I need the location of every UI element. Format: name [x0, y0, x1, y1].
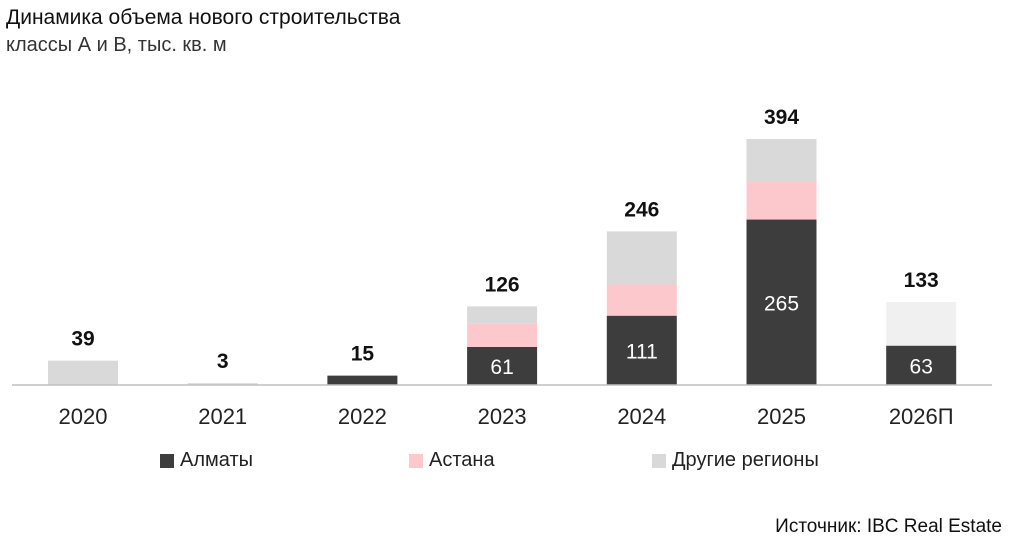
bar-segment-other-regions-2025	[746, 139, 817, 183]
bar-segment-astana-2024	[606, 284, 677, 316]
bar-total-label-2025: 394	[764, 106, 799, 129]
bar-value-label-almaty-2023: 61	[490, 356, 513, 379]
bar-segment-almaty-2026П	[886, 345, 957, 385]
bar-total-label-2021: 3	[217, 350, 229, 373]
x-tick-label-2020: 2020	[59, 404, 108, 429]
bar-segment-other-regions-2021	[187, 383, 258, 385]
bar-segment-almaty-2022	[327, 375, 398, 385]
x-tick-label-2021: 2021	[198, 404, 247, 429]
bar-total-label-2023: 126	[485, 273, 520, 296]
legend-label-almaty: Алматы	[180, 449, 253, 471]
bar-segment-other-regions-2024	[606, 231, 677, 285]
bar-total-label-2022: 15	[351, 343, 375, 366]
source-note: Источник: IBC Real Estate	[775, 516, 1002, 537]
legend-item-astana: Астана	[409, 449, 495, 472]
legend-label-other-regions: Другие регионы	[672, 449, 819, 471]
legend-swatch-almaty	[160, 453, 174, 468]
bar-value-label-almaty-2026П: 63	[910, 355, 933, 378]
bar-segment-other-regions-2020	[48, 360, 118, 385]
bar-segment-astana-2025	[746, 182, 817, 220]
legend-swatch-astana	[409, 453, 423, 468]
legend-swatch-other-regions	[652, 453, 666, 468]
bar-segment-astana-2023	[467, 323, 538, 347]
bar-segment-other-regions-2026П	[886, 301, 957, 346]
chart-legend: Алматы Астана Другие регионы	[0, 449, 1012, 473]
bar-value-label-almaty-2025: 265	[764, 292, 799, 315]
bar-segment-almaty-2024	[606, 315, 677, 385]
x-tick-label-2026П: 2026П	[889, 404, 954, 429]
bar-total-label-2026П: 133	[904, 269, 939, 292]
x-tick-label-2024: 2024	[617, 404, 666, 429]
x-tick-label-2023: 2023	[478, 404, 527, 429]
stacked-bar-chart: 39 2020 3 2021 15 2022 61 126 2023 111 246 2024 265 3…	[12, 106, 992, 429]
bar-segment-other-regions-2023	[467, 306, 538, 324]
legend-label-astana: Астана	[429, 449, 495, 471]
bar-segment-almaty-2023	[467, 346, 538, 385]
bar-segment-almaty-2025	[746, 219, 817, 385]
bar-total-label-2020: 39	[71, 328, 94, 351]
bar-total-label-2024: 246	[624, 198, 659, 221]
legend-item-almaty: Алматы	[160, 449, 253, 472]
x-tick-label-2022: 2022	[338, 404, 387, 429]
chart-title: Динамика объема нового строительства	[6, 6, 401, 29]
chart-subtitle: классы А и В, тыс. кв. м	[6, 34, 227, 56]
legend-item-other-regions: Другие регионы	[652, 449, 819, 472]
x-tick-label-2025: 2025	[757, 404, 806, 429]
bar-value-label-almaty-2024: 111	[626, 340, 658, 363]
